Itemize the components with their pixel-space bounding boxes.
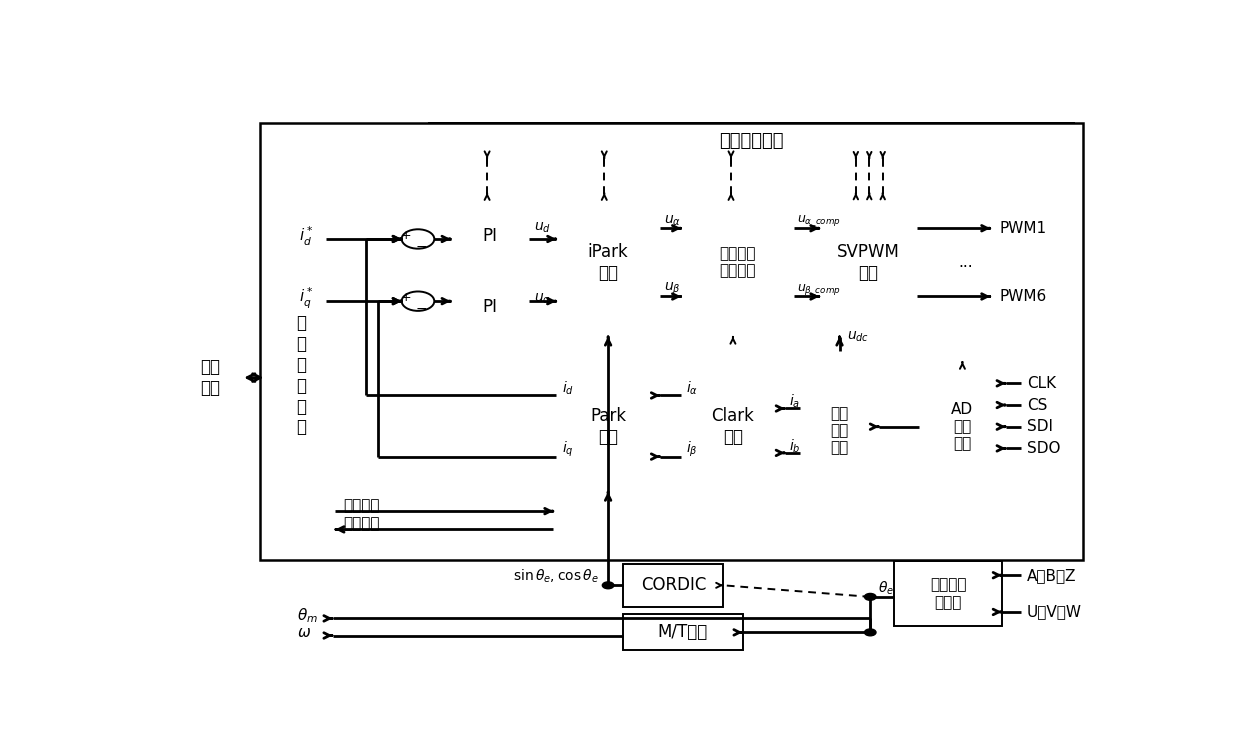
Text: SDO: SDO [1027,441,1061,456]
Circle shape [865,594,876,600]
Text: $u_\beta$: $u_\beta$ [664,281,680,297]
FancyBboxPatch shape [556,362,660,492]
Text: PWM6: PWM6 [1000,289,1047,304]
FancyBboxPatch shape [800,351,878,510]
Text: $u_\alpha$: $u_\alpha$ [664,213,681,228]
FancyBboxPatch shape [439,188,541,336]
FancyBboxPatch shape [623,564,724,607]
FancyBboxPatch shape [260,123,1083,559]
Text: PWM1: PWM1 [1000,221,1047,236]
Text: $i_q$: $i_q$ [563,439,574,459]
FancyBboxPatch shape [819,188,917,336]
Text: $i_q^*$: $i_q^*$ [299,286,313,311]
Text: SVPWM
产生: SVPWM 产生 [836,243,900,282]
Text: PI: PI [482,227,498,245]
Text: $u_q$: $u_q$ [534,291,551,308]
Text: $\sin\theta_e, \cos\theta_e$: $\sin\theta_e, \cos\theta_e$ [513,568,598,585]
Text: 状态信息: 状态信息 [343,516,379,531]
FancyBboxPatch shape [556,188,660,336]
FancyBboxPatch shape [919,362,1006,492]
Text: $u_{\alpha\_comp}$: $u_{\alpha\_comp}$ [797,213,841,228]
Text: A、B、Z: A、B、Z [1027,568,1077,582]
Text: $i_\alpha$: $i_\alpha$ [686,379,698,396]
FancyBboxPatch shape [895,561,1002,626]
Text: 电压
电流
调理: 电压 电流 调理 [830,406,849,456]
FancyBboxPatch shape [451,207,529,265]
Text: −: − [416,302,427,316]
Text: −: − [416,239,427,253]
FancyBboxPatch shape [429,123,1074,159]
Text: $u_d$: $u_d$ [534,220,551,235]
Text: $\theta_m$: $\theta_m$ [297,606,318,625]
Text: +: + [400,229,411,242]
FancyBboxPatch shape [681,188,794,336]
FancyBboxPatch shape [266,245,336,505]
Text: $i_\beta$: $i_\beta$ [686,439,698,459]
Text: AD
采样
控制: AD 采样 控制 [952,402,974,451]
FancyBboxPatch shape [681,362,784,492]
Text: $i_d^*$: $i_d^*$ [299,225,313,247]
Text: $\omega$: $\omega$ [297,625,311,640]
Circle shape [602,582,613,589]
Text: 总
线
接
口
模
块: 总 线 接 口 模 块 [296,314,306,436]
Text: +: + [400,291,411,305]
Text: 时序调度模块: 时序调度模块 [719,132,783,150]
Text: CS: CS [1027,397,1047,413]
Text: M/T测速: M/T测速 [658,623,707,642]
Text: 直流母线
电压补偿: 直流母线 电压补偿 [720,246,756,279]
FancyBboxPatch shape [451,279,529,336]
Text: $u_{\beta\_comp}$: $u_{\beta\_comp}$ [797,282,841,296]
Text: PI: PI [482,299,498,316]
Text: 编码器反
馈处理: 编码器反 馈处理 [929,577,966,610]
Text: 配置信息: 配置信息 [343,498,379,513]
Text: $i_b$: $i_b$ [789,437,800,455]
Text: Clark
变换: Clark 变换 [711,408,755,446]
Text: $i_a$: $i_a$ [789,393,800,411]
Text: ...: ... [958,255,973,270]
Text: Park
变换: Park 变换 [590,408,626,446]
Text: $\theta_e$: $\theta_e$ [878,579,895,597]
Text: SDI: SDI [1027,419,1053,434]
Text: $u_{dc}$: $u_{dc}$ [847,330,870,345]
Text: CORDIC: CORDIC [641,576,706,594]
Text: U、V、W: U、V、W [1027,605,1082,619]
FancyBboxPatch shape [622,614,742,651]
Text: 从处
理器: 从处 理器 [201,358,221,397]
Text: $i_d$: $i_d$ [563,379,574,396]
Circle shape [865,629,876,636]
Text: CLK: CLK [1027,376,1056,391]
Text: iPark
变换: iPark 变换 [587,243,628,282]
